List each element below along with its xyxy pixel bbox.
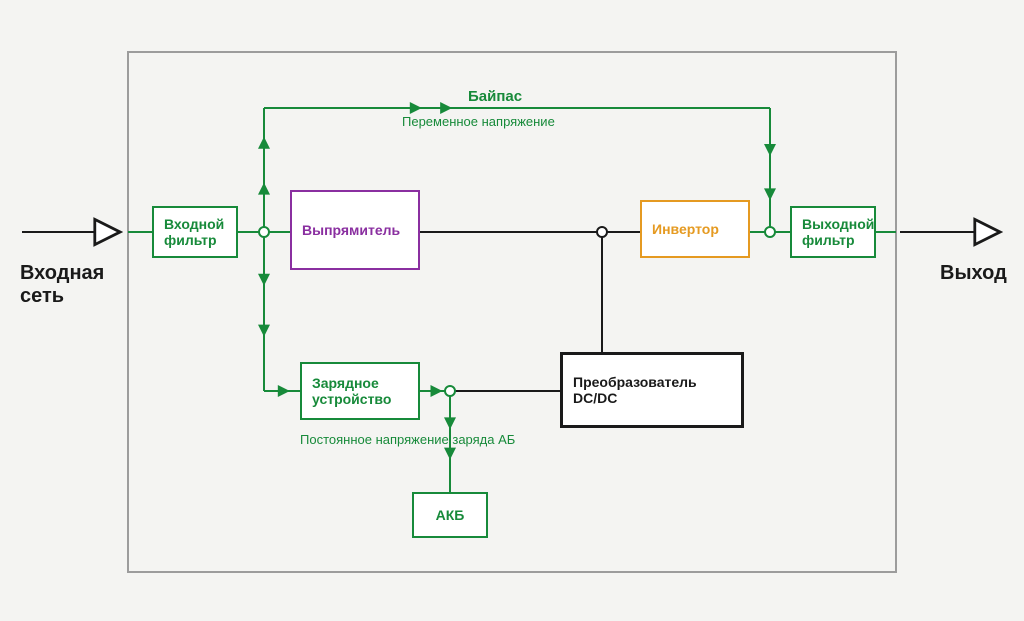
node-battery: АКБ [412,492,488,538]
node-output-filter: Выходной фильтр [790,206,876,258]
node-inverter: Инвертор [640,200,750,258]
caption-text: Байпас [468,88,522,105]
junction-j2 [597,227,607,237]
node-label: Зарядное устройство [312,375,408,407]
node-label: Преобразователь DC/DC [573,374,731,406]
caption-ac: Переменное напряжение [402,114,555,130]
junction-j4 [445,386,455,396]
caption-text: Постоянное напряжение заряда АБ [300,432,515,447]
caption-dc-charge: Постоянное напряжение заряда АБ [300,432,515,448]
junction-j1 [259,227,269,237]
node-charger: Зарядное устройство [300,362,420,420]
caption-bypass: Байпас [468,88,522,106]
caption-text: Переменное напряжение [402,114,555,129]
node-label: Входной фильтр [164,216,226,248]
node-label: АКБ [424,507,476,523]
label-output: Выход [940,262,1007,285]
node-rectifier: Выпрямитель [290,190,420,270]
label-input-network: Входная сеть [20,262,130,308]
node-label: Выходной фильтр [802,216,864,248]
node-dcdc: Преобразователь DC/DC [560,352,744,428]
diagram-canvas: Входной фильтр Выпрямитель Инвертор Выхо… [0,0,1024,621]
node-label: Инвертор [652,221,738,237]
node-label: Выпрямитель [302,222,408,238]
label-text: Выход [940,262,1007,284]
label-text: Входная сеть [20,262,104,307]
junction-j3 [765,227,775,237]
node-input-filter: Входной фильтр [152,206,238,258]
